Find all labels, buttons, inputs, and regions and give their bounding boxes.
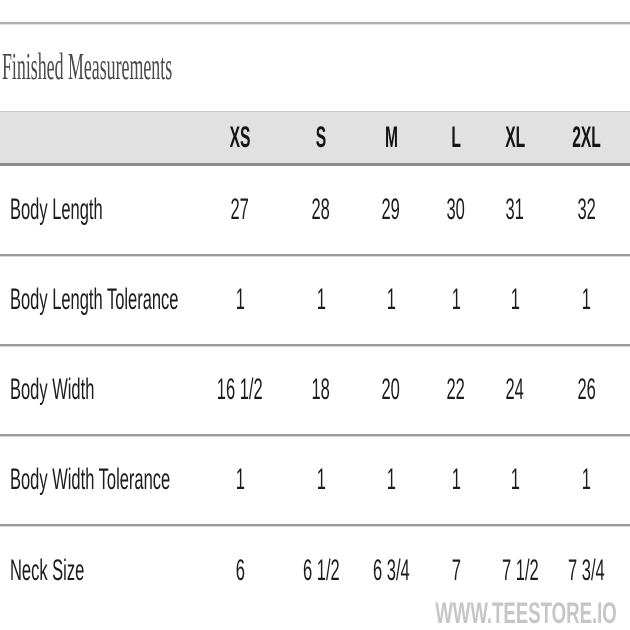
column-header-xs: XS bbox=[195, 111, 285, 166]
cell-value: 7 1/2 bbox=[502, 554, 539, 587]
cell-value: 1 bbox=[285, 436, 357, 526]
table-row-body-width-tolerance: Body Width Tolerance 1 1 1 1 1 1 bbox=[0, 436, 630, 526]
cell-value: 31 bbox=[487, 166, 543, 256]
table-header-row: XS S M L XL 2XL bbox=[0, 111, 630, 166]
cell-value: 1 bbox=[487, 436, 543, 526]
cell-value: 27 bbox=[195, 166, 285, 256]
cell-value: 1 bbox=[285, 256, 357, 346]
cell-value: 7 3/4 bbox=[568, 554, 605, 587]
top-divider bbox=[0, 22, 630, 24]
cell-value: 1 bbox=[357, 256, 425, 346]
column-header-2xl: 2XL bbox=[543, 111, 630, 166]
cell-value: 20 bbox=[357, 346, 425, 436]
cell-value: 1 bbox=[425, 436, 487, 526]
cell-value: 28 bbox=[285, 166, 357, 256]
row-label: Body Width bbox=[0, 346, 195, 436]
cell-value: 1 bbox=[195, 256, 285, 346]
row-label: Body Length bbox=[0, 166, 195, 256]
page-title: Finished Measurements bbox=[2, 46, 364, 88]
cell-value: 1 bbox=[425, 256, 487, 346]
table-row-body-length: Body Length 27 28 29 30 31 32 bbox=[0, 166, 630, 256]
page-title-text: Finished Measurements bbox=[2, 46, 173, 88]
watermark: WWW.TEESTORE.IO bbox=[324, 597, 617, 630]
cell-value: 6 1/2 bbox=[302, 554, 340, 587]
watermark-text: WWW.TEESTORE.IO bbox=[435, 597, 617, 630]
cell-value: 1 bbox=[487, 256, 543, 346]
measurements-table: XS S M L XL 2XL Body Length 27 28 29 30 … bbox=[0, 111, 630, 616]
cell-value: 7 bbox=[451, 554, 461, 587]
cell-value: 18 bbox=[285, 346, 357, 436]
cell-value: 24 bbox=[487, 346, 543, 436]
header-empty-cell bbox=[0, 111, 195, 166]
column-header-s: S bbox=[285, 111, 357, 166]
cell-value: 1 bbox=[543, 256, 630, 346]
cell-value: 22 bbox=[425, 346, 487, 436]
table-row-neck-size: Neck Size 6 6 1/2 6 3/4 7 7 1/2 7 3/4 bbox=[0, 526, 630, 616]
cell-value: 6 3/4 bbox=[372, 554, 410, 587]
cell-value: 1 bbox=[543, 436, 630, 526]
cell-value: 1 bbox=[195, 436, 285, 526]
column-header-xl: XL bbox=[487, 111, 543, 166]
row-label: Body Width Tolerance bbox=[0, 436, 195, 526]
cell-value: 26 bbox=[543, 346, 630, 436]
cell-value: 32 bbox=[543, 166, 630, 256]
cell-value: 16 1/2 bbox=[195, 346, 285, 436]
cell-value: 30 bbox=[425, 166, 487, 256]
row-label: Neck Size bbox=[10, 554, 85, 587]
row-label: Body Length Tolerance bbox=[0, 256, 195, 346]
cell-value: 29 bbox=[357, 166, 425, 256]
table-row-body-length-tolerance: Body Length Tolerance 1 1 1 1 1 1 bbox=[0, 256, 630, 346]
column-header-l: L bbox=[425, 111, 487, 166]
column-header-m: M bbox=[357, 111, 425, 166]
cell-value: 6 bbox=[235, 554, 245, 587]
cell-value: 1 bbox=[357, 436, 425, 526]
table-row-body-width: Body Width 16 1/2 18 20 22 24 26 bbox=[0, 346, 630, 436]
